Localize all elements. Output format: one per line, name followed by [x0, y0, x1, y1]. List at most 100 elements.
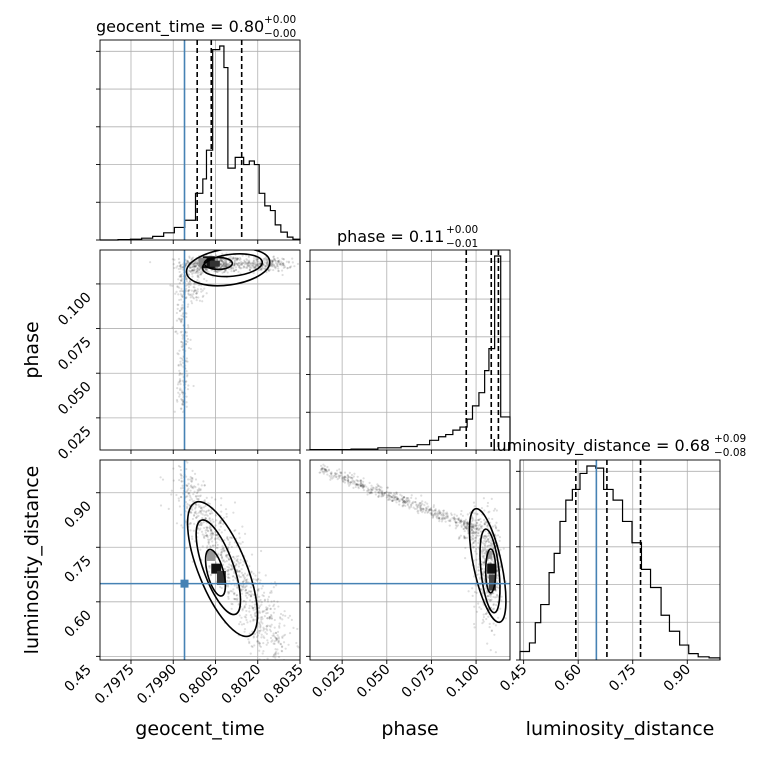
sample-point [197, 503, 200, 507]
sample-point [475, 610, 479, 613]
sample-point [486, 544, 490, 548]
sample-point [180, 340, 183, 343]
sample-point [234, 256, 238, 259]
sample-point [186, 375, 189, 378]
sample-point [265, 260, 269, 264]
sample-point [419, 509, 423, 512]
sample-point [211, 540, 214, 543]
sample-point [245, 258, 248, 261]
sample-point [408, 507, 411, 510]
sample-point [388, 498, 391, 501]
sample-point [280, 649, 283, 652]
sample-point [221, 563, 225, 566]
sample-point [179, 265, 182, 268]
sample-point [236, 262, 239, 265]
sample-point [195, 292, 198, 295]
sample-point [247, 260, 251, 263]
sample-point [257, 260, 260, 263]
sample-point [472, 525, 475, 528]
sample-point [426, 511, 429, 514]
sample-point [477, 518, 480, 521]
sample-point [472, 541, 475, 545]
density-block [488, 574, 496, 591]
sample-point [238, 536, 241, 539]
sample-point [482, 561, 485, 564]
sample-point [187, 292, 190, 295]
sample-point [486, 539, 490, 542]
sample-point [254, 608, 257, 611]
sample-point [196, 274, 199, 277]
sample-point [173, 258, 176, 261]
sample-point [463, 525, 467, 529]
sample-point [179, 290, 182, 293]
sample-point [379, 485, 382, 489]
sample-point [418, 502, 421, 505]
sample-point [461, 514, 465, 517]
sample-point [192, 262, 195, 265]
sample-point [177, 267, 180, 271]
sample-point [409, 505, 413, 509]
sample-point [438, 518, 441, 521]
sample-point [236, 586, 239, 589]
sample-point [272, 603, 276, 606]
sample-point [180, 330, 183, 333]
sample-point [486, 591, 489, 594]
sample-point [259, 625, 262, 628]
sample-point [471, 520, 474, 523]
sample-point [391, 496, 395, 499]
sample-point [274, 267, 277, 270]
sample-point [430, 513, 433, 516]
sample-point [334, 472, 337, 475]
sample-point [211, 531, 214, 535]
sample-point [244, 588, 248, 591]
sample-point [179, 298, 183, 301]
sample-point [476, 521, 479, 525]
sample-point [193, 262, 196, 266]
sample-point [383, 491, 387, 494]
sample-point [201, 506, 204, 509]
sample-point [447, 519, 450, 522]
sample-point [221, 260, 224, 264]
sample-point [439, 511, 442, 514]
sample-point [442, 509, 445, 512]
sample-point [488, 593, 492, 596]
sample-point [482, 620, 485, 623]
sample-point [207, 270, 210, 273]
sample-point [440, 514, 443, 517]
sample-point [266, 600, 270, 603]
sample-point [250, 644, 253, 648]
sample-point [470, 525, 473, 528]
sample-point [241, 588, 245, 591]
sample-point [438, 520, 441, 523]
sample-point [181, 357, 184, 360]
sample-point [181, 343, 184, 346]
sample-point [180, 277, 184, 281]
sample-point [244, 263, 247, 266]
sample-point [478, 527, 482, 530]
sample-point [232, 270, 236, 273]
sample-point [221, 548, 224, 551]
sample-point [324, 470, 327, 473]
sample-point [227, 566, 231, 569]
sample-point [493, 507, 497, 510]
sample-point [492, 603, 495, 606]
sample-point [196, 288, 199, 291]
sample-point [430, 511, 434, 514]
sample-point [288, 632, 292, 635]
sample-point [488, 544, 492, 547]
sample-point [249, 586, 253, 589]
sample-point [419, 509, 422, 512]
sample-point [180, 397, 183, 401]
sample-point [254, 266, 257, 269]
sample-point [170, 489, 173, 492]
sample-point [241, 585, 244, 588]
sample-point [405, 498, 408, 501]
sample-point [219, 520, 222, 523]
sample-point [479, 530, 482, 533]
sample-point [178, 309, 182, 312]
sample-point [477, 569, 480, 572]
sample-point [422, 509, 425, 512]
sample-point [359, 484, 362, 488]
sample-point [430, 513, 433, 516]
sample-point [171, 284, 174, 287]
